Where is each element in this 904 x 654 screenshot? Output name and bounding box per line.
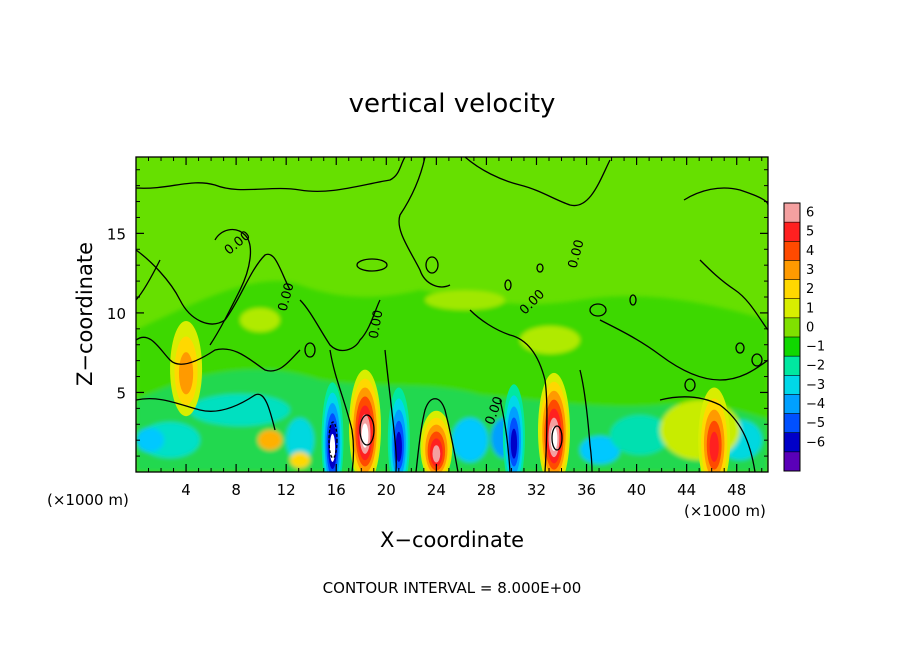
y-tick-label: 5 <box>116 384 126 402</box>
contour-label: 0.00 <box>566 238 588 270</box>
x-tick-label: 16 <box>327 481 346 499</box>
downdraft-cell <box>321 382 344 472</box>
x-axis-ticks: 4 8 12 16 20 24 28 32 36 40 44 48 <box>148 157 763 499</box>
updraft-cell <box>170 320 203 417</box>
x-tick-label: 36 <box>577 481 596 499</box>
colorbar-label: 6 <box>806 206 814 221</box>
colorbar-swatch <box>784 413 800 434</box>
colorbar-swatch <box>784 298 800 319</box>
x-tick-label: 48 <box>727 481 746 499</box>
colorbar-swatch <box>784 356 800 376</box>
updraft-level <box>432 445 441 463</box>
updraft-cell <box>538 372 570 472</box>
y-tick-label: 15 <box>107 225 126 243</box>
x-tick-label: 24 <box>427 481 446 499</box>
updraft-level <box>361 423 369 448</box>
x-axis-label: X−coordinate <box>380 528 524 552</box>
downdraft-cell <box>387 387 410 472</box>
velocity-cells <box>170 320 731 472</box>
updraft-cell <box>349 369 382 472</box>
updraft-cell <box>420 410 453 472</box>
x-tick-label: 40 <box>627 481 646 499</box>
colorbar-swatch <box>784 279 800 300</box>
updraft-cell <box>698 387 731 472</box>
y-tick-label: 10 <box>107 305 126 323</box>
colorbar-label: 1 <box>806 301 814 316</box>
colorbar: 6 5 4 3 2 1 0 −1 −2 −3 −4 −5 −6 <box>783 202 825 472</box>
x-tick-label: 4 <box>181 481 191 499</box>
colorbar-label: 2 <box>806 282 814 297</box>
downdraft-cell <box>502 384 525 472</box>
colorbar-label: −4 <box>806 397 825 412</box>
downdraft-level <box>395 431 402 462</box>
plot-frame <box>135 156 769 473</box>
y-axis-label: Z−coordinate <box>73 242 97 386</box>
x-tick-label: 44 <box>677 481 696 499</box>
colorbar-label: 4 <box>806 244 814 259</box>
colorbar-label: −5 <box>806 416 825 431</box>
y-axis-ticks: 5 10 15 <box>107 169 768 457</box>
colorbar-swatch <box>784 432 800 453</box>
contour-label: 0.00 <box>367 309 387 340</box>
colorbar-label: −3 <box>806 378 825 393</box>
colorbar-label: −2 <box>806 359 825 374</box>
contour-lines <box>136 157 768 472</box>
downdraft-level <box>510 428 518 459</box>
x-unit-left: (×1000 m) <box>47 491 129 509</box>
colorbar-swatch <box>784 203 800 223</box>
colorbar-swatch <box>784 451 800 472</box>
x-unit-right: (×1000 m) <box>684 502 766 520</box>
x-tick-label: 8 <box>231 481 241 499</box>
x-tick-label: 32 <box>527 481 546 499</box>
colorbar-swatch <box>784 260 800 281</box>
colorbar-label: −1 <box>806 340 825 355</box>
contour-label: 0.00 <box>276 281 298 313</box>
colorbar-swatch <box>784 241 800 261</box>
updraft-level <box>709 431 719 462</box>
chart-title: vertical velocity <box>349 89 556 119</box>
colorbar-swatch <box>784 337 800 357</box>
x-tick-label: 12 <box>277 481 296 499</box>
colorbar-swatch <box>784 222 800 242</box>
updraft-level <box>178 352 194 395</box>
colorbar-label: 3 <box>806 263 814 278</box>
colorbar-label: −6 <box>806 435 825 450</box>
contour-labels: 0.00 0.00 0.00 0.00 0.00 0.00 <box>222 228 588 427</box>
contour-interval-note: CONTOUR INTERVAL = 8.000E+00 <box>323 579 582 597</box>
colorbar-swatch <box>784 394 800 415</box>
colorbar-swatch <box>784 317 800 338</box>
downdraft-level <box>329 433 336 462</box>
x-tick-label: 20 <box>377 481 396 499</box>
colorbar-swatch <box>784 375 800 395</box>
colorbar-label: 0 <box>806 320 814 335</box>
x-tick-label: 28 <box>477 481 496 499</box>
colorbar-label: 5 <box>806 225 814 240</box>
velocity-field: 0.00 0.00 0.00 0.00 0.00 0.00 <box>136 157 768 472</box>
